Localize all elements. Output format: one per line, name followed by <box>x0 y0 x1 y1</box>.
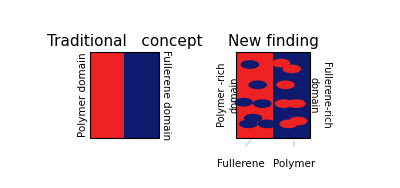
Circle shape <box>258 120 276 128</box>
Bar <box>236 52 310 138</box>
Bar <box>90 52 124 138</box>
Bar <box>124 52 158 138</box>
Text: Polymer domain: Polymer domain <box>78 53 88 137</box>
Text: Fullerene-rich
domain: Fullerene-rich domain <box>309 61 330 128</box>
Circle shape <box>276 80 295 89</box>
Text: Fullerene domain: Fullerene domain <box>161 50 171 140</box>
Circle shape <box>289 117 307 125</box>
Circle shape <box>275 99 293 108</box>
Text: Fullerene: Fullerene <box>216 159 264 169</box>
Circle shape <box>234 98 253 107</box>
Text: New finding: New finding <box>228 34 319 49</box>
Bar <box>236 52 273 138</box>
Bar <box>273 52 310 138</box>
Circle shape <box>280 120 298 128</box>
Circle shape <box>244 114 262 122</box>
Text: Polymer: Polymer <box>273 159 315 169</box>
Text: Traditional   concept: Traditional concept <box>46 34 202 49</box>
Circle shape <box>253 99 272 108</box>
Circle shape <box>272 59 290 67</box>
Circle shape <box>241 60 259 69</box>
Bar <box>90 52 158 138</box>
Text: Polymer -rich
domain: Polymer -rich domain <box>218 63 239 127</box>
Circle shape <box>287 99 306 108</box>
Circle shape <box>239 120 258 128</box>
Circle shape <box>282 64 301 73</box>
Circle shape <box>248 80 267 89</box>
